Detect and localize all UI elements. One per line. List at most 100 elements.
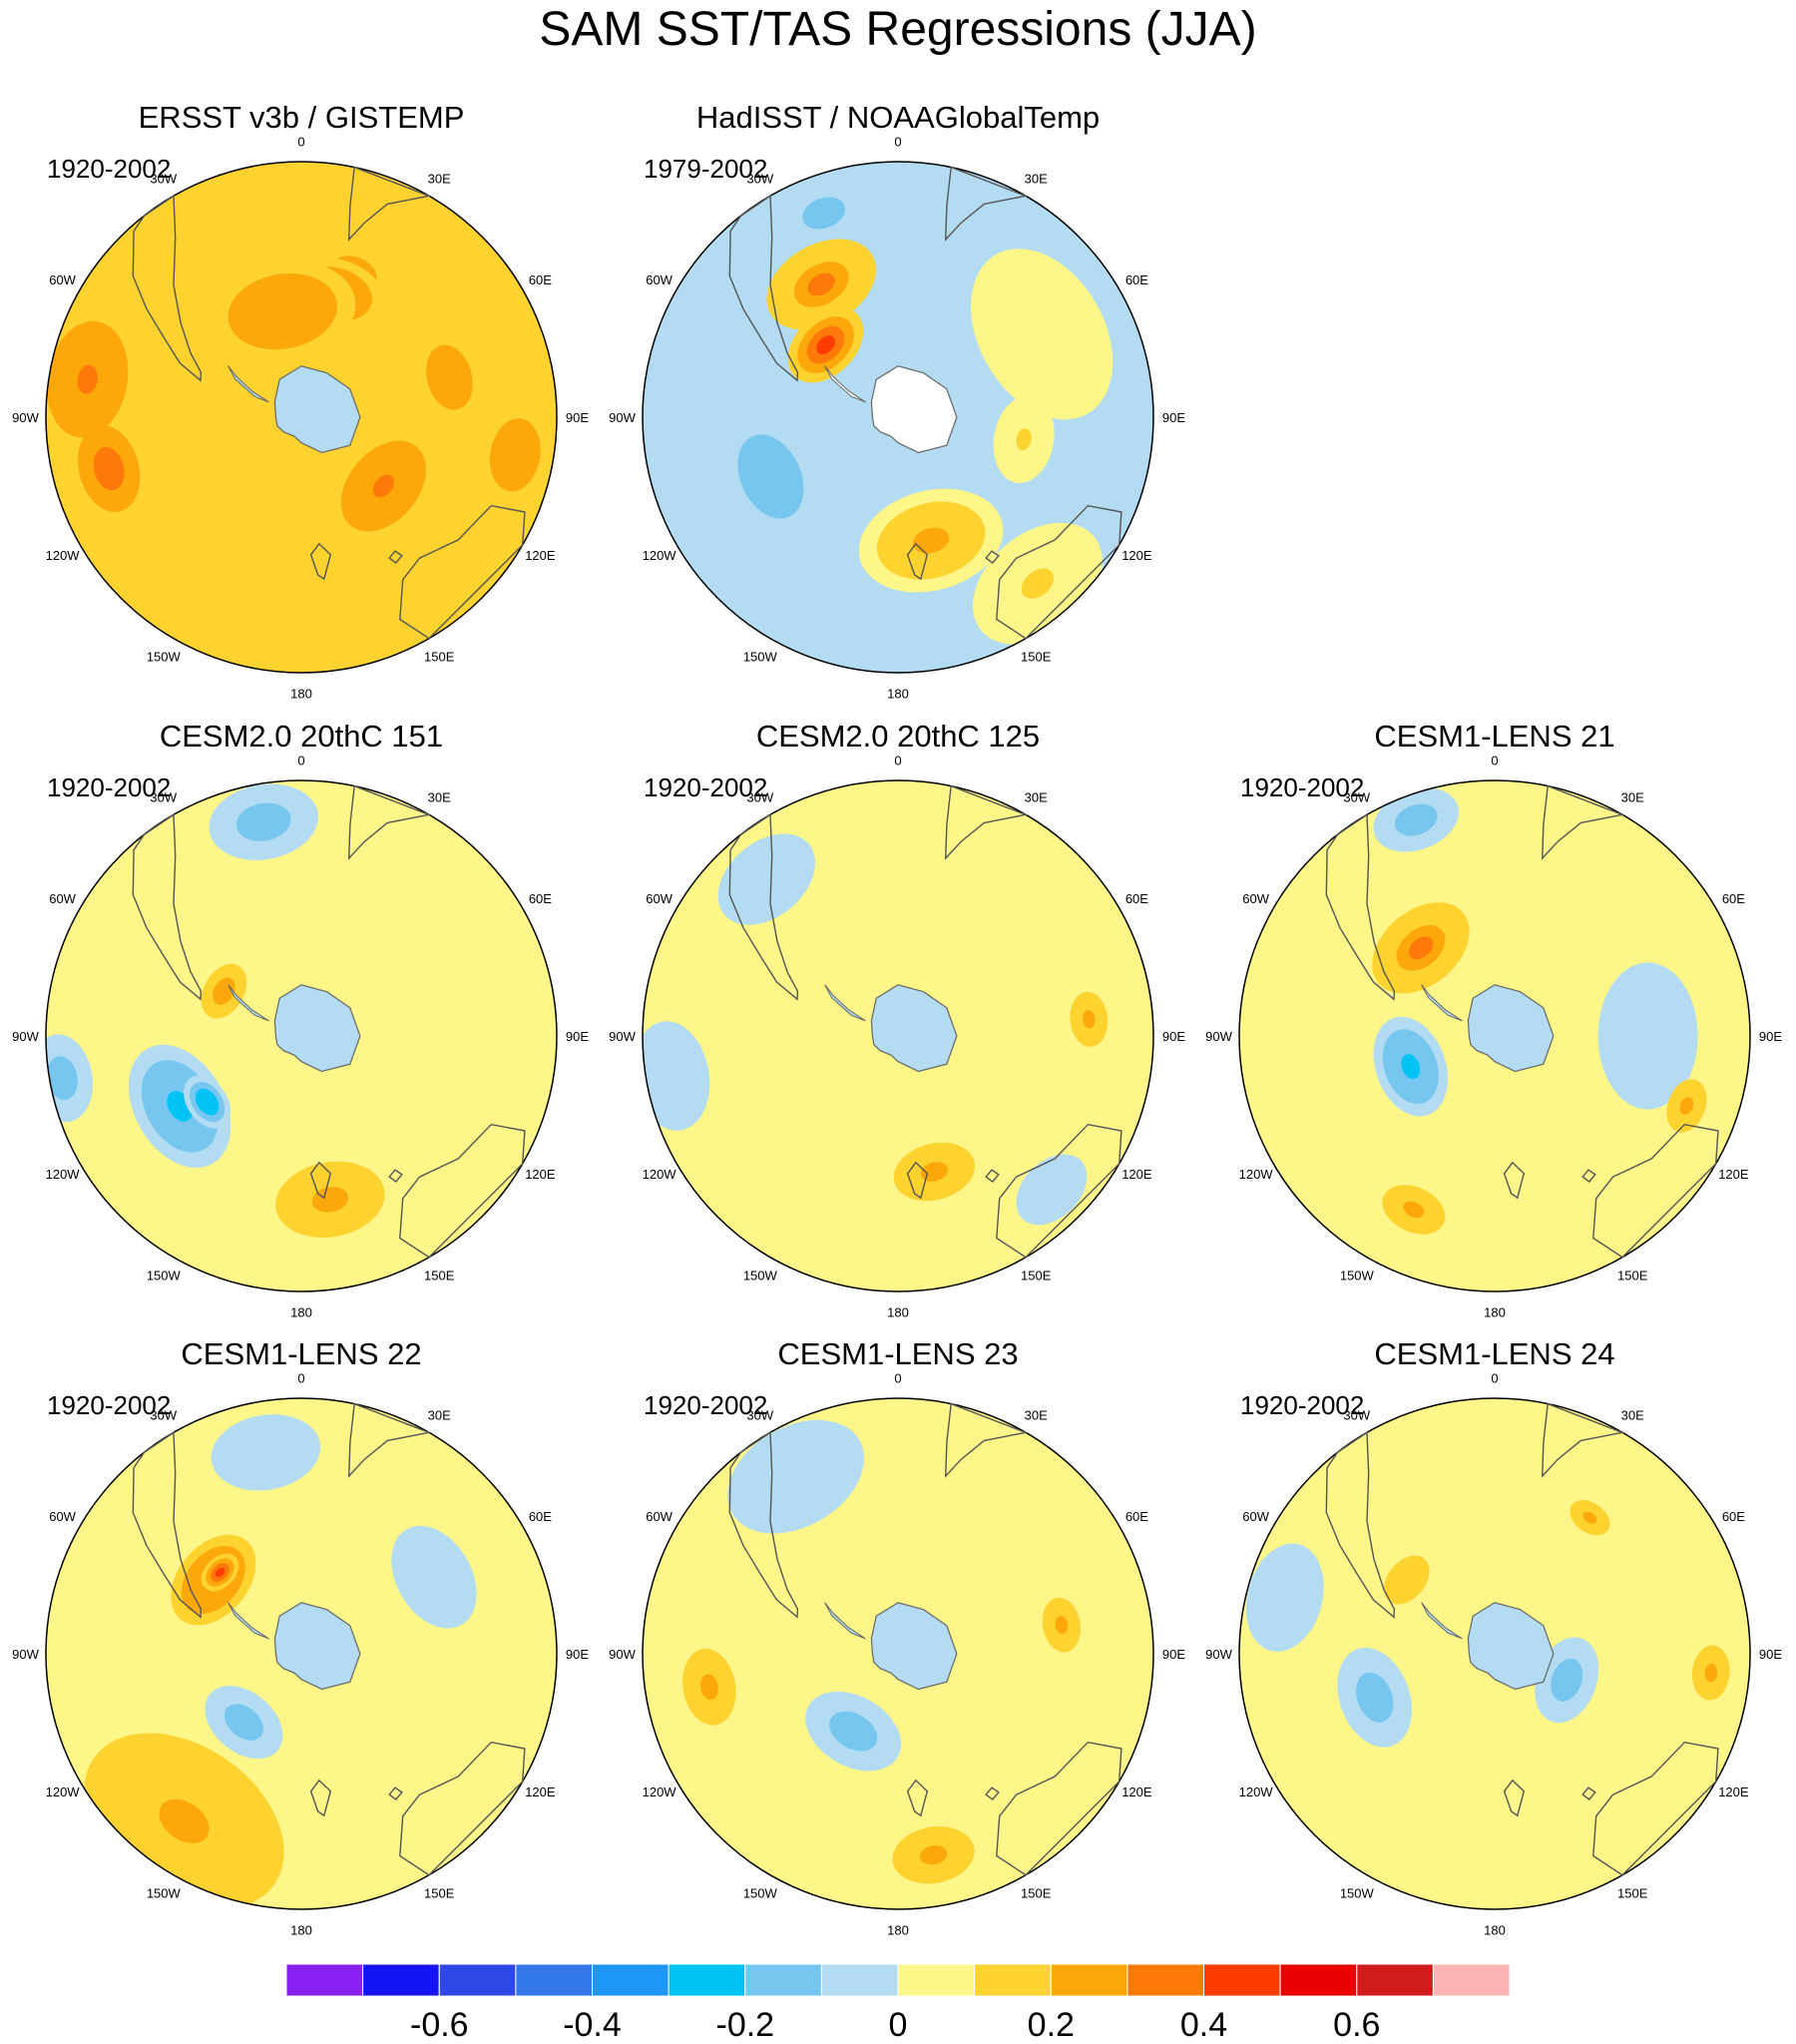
- longitude-label: 0: [894, 1371, 901, 1386]
- contour-feature: [167, 561, 296, 658]
- coastline: [1503, 1161, 1526, 1200]
- colorbar-box: [1050, 1963, 1128, 1997]
- longitude-label: 150W: [147, 1268, 182, 1282]
- colorbar-box: [1203, 1963, 1281, 1997]
- map-border: [45, 779, 558, 1292]
- peninsula-outline: [824, 1602, 866, 1640]
- colorbar-box: [897, 1963, 976, 1997]
- longitude-label: 120E: [525, 548, 556, 563]
- contour-feature: [1408, 936, 1434, 960]
- coastline: [985, 1787, 1000, 1800]
- colorbar: -0.6 -0.4 -0.2 0 0.2 0.4 0.6: [285, 1963, 1511, 2044]
- colorbar-box: [592, 1963, 670, 1997]
- contour-feature: [54, 1067, 71, 1090]
- map-border: [45, 161, 558, 674]
- contour-feature: [264, 298, 301, 324]
- longitude-label: 150E: [1021, 1885, 1052, 1900]
- longitude-label: 60W: [49, 1509, 76, 1524]
- panel-7: 0 30E 60E 90E 120E 150E 180 150W 120W 90W 60W 30W CE…: [609, 1336, 1185, 1938]
- contour-feature: [699, 1674, 718, 1701]
- contour-feature: [1559, 1669, 1575, 1691]
- antarctica-outline: [273, 1602, 361, 1691]
- coastline: [1592, 1123, 1719, 1259]
- panel-period: 1920-2002: [644, 1390, 767, 1420]
- contour-feature: [1405, 811, 1427, 828]
- colorbar-box: [285, 1963, 364, 1997]
- longitude-label: 120W: [643, 1167, 677, 1182]
- contour-feature: [215, 1567, 225, 1578]
- longitude-label: 90E: [566, 1029, 589, 1044]
- longitude-label: 60W: [646, 891, 673, 906]
- longitude-label: 30E: [428, 172, 451, 187]
- contour-feature: [1635, 1017, 1661, 1055]
- longitude-label: 0: [894, 135, 901, 150]
- coastline: [996, 504, 1122, 640]
- contour-feature: [159, 1798, 210, 1843]
- longitude-label: 120W: [46, 548, 81, 563]
- longitude-label: 30W: [746, 790, 773, 805]
- map-border: [642, 161, 1154, 674]
- longitude-label: 180: [290, 687, 312, 702]
- contour-feature: [1401, 1054, 1421, 1080]
- coastline: [132, 813, 203, 1001]
- contour-feature: [807, 272, 835, 296]
- coastline: [996, 1123, 1122, 1259]
- panel-field: [643, 1398, 1153, 1909]
- peninsula-outline: [1421, 1602, 1463, 1640]
- colorbar-tick-label: -0.6: [410, 2006, 469, 2044]
- contour-feature: [412, 1551, 456, 1603]
- map-border: [1238, 779, 1751, 1292]
- longitude-label: 150E: [1617, 1268, 1648, 1282]
- contour-feature: [812, 205, 835, 222]
- colorbar-box: [515, 1963, 594, 1997]
- contour-feature: [101, 457, 117, 480]
- longitude-label: 30E: [1621, 1408, 1644, 1423]
- panel-title: CESM1-LENS 23: [777, 1336, 1018, 1371]
- peninsula-outline: [227, 984, 269, 1022]
- longitude-label: 120E: [1122, 1167, 1152, 1182]
- contour-feature: [1040, 1178, 1064, 1202]
- coastline: [728, 195, 799, 382]
- longitude-label: 0: [1491, 754, 1498, 768]
- longitude-label: 90W: [609, 1029, 636, 1044]
- coastline: [388, 1787, 403, 1800]
- contour-feature: [816, 335, 836, 355]
- coastline: [1541, 1402, 1625, 1478]
- coastline: [399, 504, 526, 640]
- coastline: [728, 813, 799, 1001]
- panel-title: CESM2.0 20thC 151: [160, 719, 443, 754]
- coastline: [309, 1161, 332, 1200]
- longitude-label: 150W: [1340, 1885, 1375, 1900]
- longitude-label: 150W: [743, 649, 778, 664]
- coastline: [1503, 1779, 1526, 1817]
- contour-feature: [1016, 428, 1032, 451]
- longitude-label: 90W: [12, 1029, 39, 1044]
- panel-period: 1979-2002: [644, 154, 767, 184]
- coastline: [996, 1741, 1122, 1876]
- contour-feature: [1582, 1511, 1597, 1524]
- colorbar-box: [362, 1963, 440, 1997]
- panel-period: 1920-2002: [644, 772, 767, 802]
- panel-2: 0 30E 60E 90E 120E 150E 180 150W 120W 90W 60W 30W Ha…: [609, 100, 1185, 702]
- longitude-label: 90W: [609, 410, 636, 425]
- longitude-label: 60W: [49, 891, 76, 906]
- contour-feature: [1399, 1571, 1415, 1589]
- contour-feature: [1024, 312, 1060, 356]
- longitude-label: 180: [887, 687, 909, 702]
- coastline: [906, 542, 929, 581]
- longitude-label: 180: [887, 1923, 909, 1938]
- longitude-label: 30W: [746, 1408, 773, 1423]
- longitude-label: 120E: [525, 1167, 556, 1182]
- antarctica-outline: [273, 365, 361, 454]
- map-border: [642, 1397, 1154, 1910]
- longitude-label: 90E: [1759, 1029, 1782, 1044]
- colorbar-tick-label: 0.2: [1028, 2006, 1075, 2044]
- longitude-label: 90W: [12, 1647, 39, 1662]
- coastline: [944, 784, 1029, 860]
- longitude-label: 150W: [1340, 1268, 1375, 1282]
- contour-feature: [372, 474, 395, 498]
- longitude-label: 90E: [1162, 410, 1185, 425]
- longitude-label: 180: [1484, 1923, 1506, 1938]
- panel-period: 1920-2002: [1240, 772, 1364, 802]
